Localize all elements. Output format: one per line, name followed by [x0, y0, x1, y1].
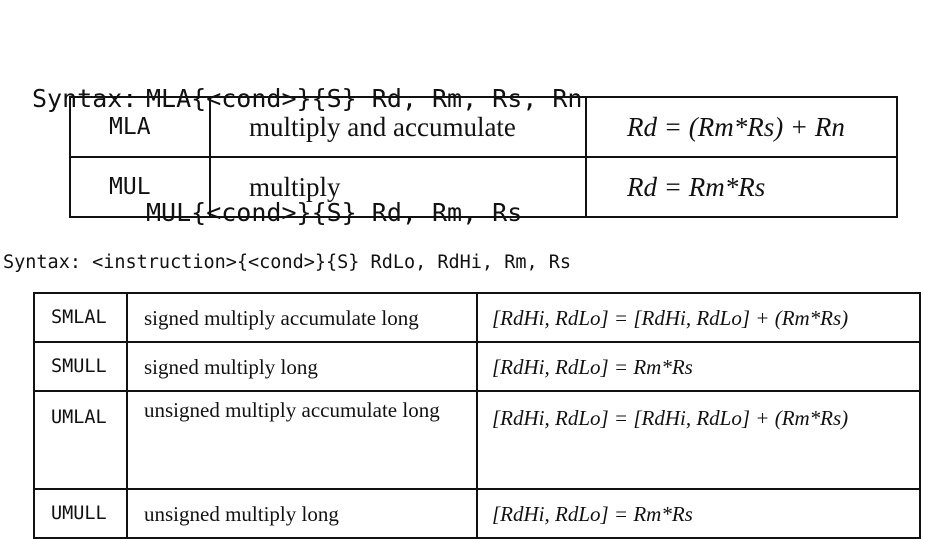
syntax-line-long-multiply: Syntax: <instruction>{<cond>}{S} RdLo, R…: [3, 252, 572, 273]
table-row: UMULL unsigned multiply long [RdHi, RdLo…: [33, 488, 921, 539]
multiply-instruction-table: MLA multiply and accumulate Rd = (Rm*Rs)…: [69, 96, 898, 218]
mnemonic-cell: SMLAL: [33, 292, 128, 343]
operation-cell: [RdHi, RdLo] = Rm*Rs: [476, 488, 921, 539]
operation-cell: [RdHi, RdLo] = Rm*Rs: [476, 341, 921, 392]
table-row: UMLAL unsigned multiply accumulate long …: [33, 390, 921, 490]
operation-cell: [RdHi, RdLo] = [RdHi, RdLo] + (Rm*Rs): [476, 390, 921, 490]
mnemonic-cell: MUL: [69, 156, 211, 218]
operation-cell: Rd = (Rm*Rs) + Rn: [585, 96, 898, 158]
mnemonic-cell: UMULL: [33, 488, 128, 539]
table-row: MUL multiply Rd = Rm*Rs: [69, 156, 898, 218]
table-row: MLA multiply and accumulate Rd = (Rm*Rs)…: [69, 96, 898, 158]
operation-cell: Rd = Rm*Rs: [585, 156, 898, 218]
description-cell: signed multiply long: [126, 341, 478, 392]
table-row: SMLAL signed multiply accumulate long [R…: [33, 292, 921, 343]
mnemonic-cell: SMULL: [33, 341, 128, 392]
long-multiply-instruction-table: SMLAL signed multiply accumulate long [R…: [33, 292, 921, 539]
description-cell: multiply: [209, 156, 587, 218]
description-cell: unsigned multiply long: [126, 488, 478, 539]
mnemonic-cell: MLA: [69, 96, 211, 158]
description-cell: unsigned multiply accumulate long: [126, 390, 478, 490]
mnemonic-cell: UMLAL: [33, 390, 128, 490]
operation-cell: [RdHi, RdLo] = [RdHi, RdLo] + (Rm*Rs): [476, 292, 921, 343]
description-cell: signed multiply accumulate long: [126, 292, 478, 343]
table-row: SMULL signed multiply long [RdHi, RdLo] …: [33, 341, 921, 392]
description-cell: multiply and accumulate: [209, 96, 587, 158]
